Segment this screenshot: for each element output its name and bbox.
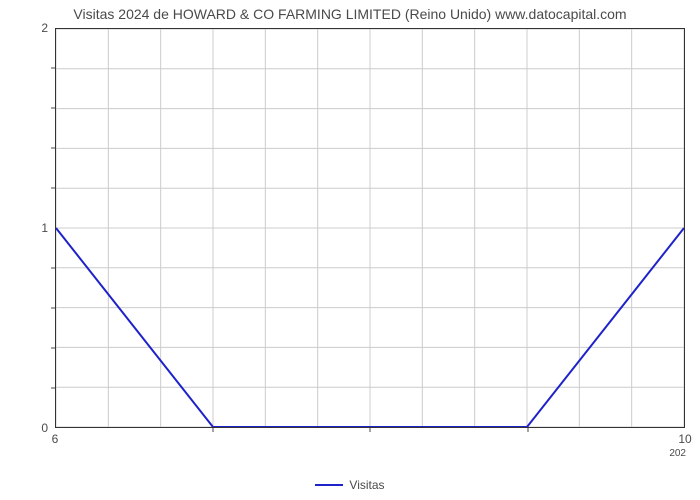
x-minor-tick [370, 428, 371, 432]
y-tick-label: 0 [41, 421, 48, 435]
y-minor-tick [51, 68, 55, 69]
x-axis-sub-label: 202 [669, 448, 686, 459]
plot-svg [56, 29, 684, 427]
legend-label: Visitas [349, 478, 384, 492]
x-tick-label: 10 [678, 432, 691, 446]
legend: Visitas [0, 478, 700, 492]
y-tick-label: 2 [41, 21, 48, 35]
y-minor-tick [51, 348, 55, 349]
legend-line [315, 484, 343, 486]
y-minor-tick [51, 388, 55, 389]
y-minor-tick [51, 268, 55, 269]
x-tick-label: 6 [52, 432, 59, 446]
x-minor-tick [212, 428, 213, 432]
plot-area [55, 28, 685, 428]
y-minor-tick [51, 148, 55, 149]
y-tick-label: 1 [41, 221, 48, 235]
chart-title: Visitas 2024 de HOWARD & CO FARMING LIMI… [0, 6, 700, 22]
x-minor-tick [527, 428, 528, 432]
y-minor-tick [51, 188, 55, 189]
y-minor-tick [51, 108, 55, 109]
y-minor-tick [51, 308, 55, 309]
